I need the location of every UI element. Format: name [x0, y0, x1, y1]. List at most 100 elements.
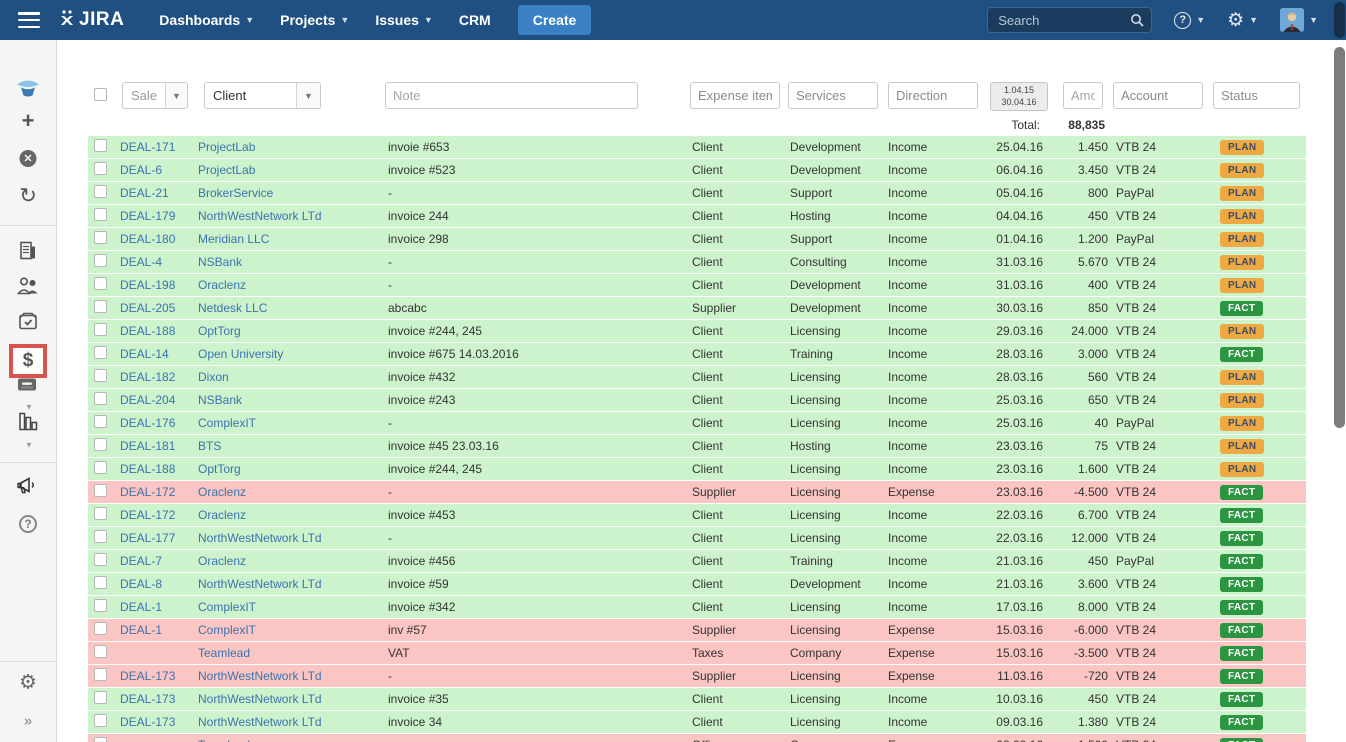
search-icon[interactable]: [1130, 13, 1144, 27]
table-row[interactable]: DEAL-172Oraclenzinvoice #453ClientLicens…: [88, 504, 1306, 527]
company-link[interactable]: NorthWestNetwork LTd: [198, 692, 322, 706]
deal-key-link[interactable]: DEAL-172: [120, 508, 175, 522]
row-checkbox[interactable]: [94, 162, 107, 175]
client-filter-dropdown[interactable]: Client ▼: [204, 82, 321, 109]
user-profile-menu[interactable]: ▼: [1280, 8, 1318, 32]
transactions-icon-active[interactable]: $: [9, 344, 47, 378]
table-row[interactable]: DEAL-188OptTorginvoice #244, 245ClientLi…: [88, 320, 1306, 343]
table-row[interactable]: DEAL-182Dixoninvoice #432ClientLicensing…: [88, 366, 1306, 389]
deal-key-link[interactable]: DEAL-173: [120, 715, 175, 729]
company-link[interactable]: Oraclenz: [198, 508, 246, 522]
row-checkbox[interactable]: [94, 622, 107, 635]
company-link[interactable]: Netdesk LLC: [198, 301, 267, 315]
company-link[interactable]: ComplexIT: [198, 416, 256, 430]
settings-gear-icon[interactable]: ⚙: [19, 670, 37, 695]
row-checkbox[interactable]: [94, 668, 107, 681]
table-row[interactable]: DEAL-14Open Universityinvoice #675 14.03…: [88, 343, 1306, 366]
table-row[interactable]: DEAL-4NSBank-ClientConsultingIncome31.03…: [88, 251, 1306, 274]
deal-key-link[interactable]: DEAL-7: [120, 554, 162, 568]
row-checkbox[interactable]: [94, 438, 107, 451]
nav-item-projects[interactable]: Projects▼: [267, 0, 362, 40]
table-row[interactable]: DEAL-181BTSinvoice #45 23.03.16ClientHos…: [88, 435, 1306, 458]
hamburger-menu-icon[interactable]: [18, 12, 40, 28]
company-link[interactable]: NorthWestNetwork LTd: [198, 669, 322, 683]
table-row[interactable]: DEAL-1ComplexITinvoice #342ClientLicensi…: [88, 596, 1306, 619]
deal-key-link[interactable]: DEAL-173: [120, 669, 175, 683]
company-link[interactable]: Oraclenz: [198, 554, 246, 568]
teamlead-logo-icon[interactable]: [15, 78, 41, 103]
table-row[interactable]: DEAL-171ProjectLabinvoie #653ClientDevel…: [88, 136, 1306, 159]
row-checkbox[interactable]: [94, 369, 107, 382]
services-filter-input[interactable]: [788, 82, 878, 109]
deal-key-link[interactable]: DEAL-180: [120, 232, 175, 246]
row-checkbox[interactable]: [94, 231, 107, 244]
company-link[interactable]: NorthWestNetwork LTd: [198, 577, 322, 591]
deal-key-link[interactable]: DEAL-181: [120, 439, 175, 453]
table-row[interactable]: DEAL-173NorthWestNetwork LTdinvoice #35C…: [88, 688, 1306, 711]
redo-icon[interactable]: ↻: [19, 184, 37, 209]
account-filter-input[interactable]: [1113, 82, 1203, 109]
row-checkbox[interactable]: [94, 576, 107, 589]
products-icon[interactable]: [17, 311, 39, 338]
deal-key-link[interactable]: DEAL-1: [120, 600, 162, 614]
table-row[interactable]: DEAL-176ComplexIT-ClientLicensingIncome2…: [88, 412, 1306, 435]
create-button[interactable]: Create: [518, 5, 592, 35]
table-row[interactable]: DEAL-179NorthWestNetwork LTdinvoice 244C…: [88, 205, 1306, 228]
row-checkbox[interactable]: [94, 415, 107, 428]
company-link[interactable]: NorthWestNetwork LTd: [198, 715, 322, 729]
company-link[interactable]: NorthWestNetwork LTd: [198, 531, 322, 545]
table-row[interactable]: DEAL-7Oraclenzinvoice #456ClientTraining…: [88, 550, 1306, 573]
status-filter-input[interactable]: [1213, 82, 1300, 109]
deal-key-link[interactable]: DEAL-204: [120, 393, 175, 407]
deal-key-link[interactable]: DEAL-1: [120, 623, 162, 637]
deal-key-link[interactable]: DEAL-176: [120, 416, 175, 430]
sale-filter-dropdown[interactable]: Sale ▼: [122, 82, 188, 109]
deal-key-link[interactable]: DEAL-188: [120, 324, 175, 338]
deal-key-link[interactable]: DEAL-172: [120, 485, 175, 499]
deal-key-link[interactable]: DEAL-205: [120, 301, 175, 315]
deal-key-link[interactable]: DEAL-6: [120, 163, 162, 177]
row-checkbox[interactable]: [94, 691, 107, 704]
table-row[interactable]: DEAL-8NorthWestNetwork LTdinvoice #59Cli…: [88, 573, 1306, 596]
row-checkbox[interactable]: [94, 553, 107, 566]
help-menu[interactable]: ?▼: [1174, 12, 1205, 29]
company-link[interactable]: NSBank: [198, 255, 242, 269]
table-row[interactable]: DEAL-173NorthWestNetwork LTd-SupplierLic…: [88, 665, 1306, 688]
company-link[interactable]: ComplexIT: [198, 623, 256, 637]
select-all-checkbox[interactable]: [94, 88, 107, 101]
scrollbar-thumb[interactable]: [1334, 47, 1345, 428]
deal-key-link[interactable]: DEAL-21: [120, 186, 169, 200]
deal-key-link[interactable]: DEAL-188: [120, 462, 175, 476]
table-row[interactable]: DEAL-6ProjectLabinvoice #523ClientDevelo…: [88, 159, 1306, 182]
deal-key-link[interactable]: DEAL-8: [120, 577, 162, 591]
deal-key-link[interactable]: DEAL-4: [120, 255, 162, 269]
direction-filter-input[interactable]: [888, 82, 978, 109]
table-row[interactable]: Teamlead-OfficeCompanyExpense08.03.16-1.…: [88, 734, 1306, 742]
date-range-filter-button[interactable]: 1.04.15 30.04.16: [990, 82, 1048, 111]
table-row[interactable]: DEAL-198Oraclenz-ClientDevelopmentIncome…: [88, 274, 1306, 297]
nav-item-issues[interactable]: Issues▼: [362, 0, 446, 40]
row-checkbox[interactable]: [94, 599, 107, 612]
deal-key-link[interactable]: DEAL-173: [120, 692, 175, 706]
table-row[interactable]: TeamleadVATTaxesCompanyExpense15.03.16-3…: [88, 642, 1306, 665]
company-link[interactable]: Open University: [198, 347, 283, 361]
company-link[interactable]: OptTorg: [198, 324, 241, 338]
table-row[interactable]: DEAL-172Oraclenz-SupplierLicensingExpens…: [88, 481, 1306, 504]
row-checkbox[interactable]: [94, 139, 107, 152]
company-link[interactable]: ProjectLab: [198, 140, 255, 154]
add-icon[interactable]: +: [22, 108, 35, 134]
table-row[interactable]: DEAL-205Netdesk LLCabcabcSupplierDevelop…: [88, 297, 1306, 320]
deal-key-link[interactable]: DEAL-179: [120, 209, 175, 223]
row-checkbox[interactable]: [94, 461, 107, 474]
row-checkbox[interactable]: [94, 323, 107, 336]
company-link[interactable]: Dixon: [198, 370, 229, 384]
company-link[interactable]: BTS: [198, 439, 221, 453]
nav-item-crm[interactable]: CRM: [446, 0, 504, 40]
table-row[interactable]: DEAL-21BrokerService-ClientSupportIncome…: [88, 182, 1306, 205]
help-icon[interactable]: ?: [19, 515, 37, 533]
company-link[interactable]: ProjectLab: [198, 163, 255, 177]
row-checkbox[interactable]: [94, 185, 107, 198]
admin-settings-menu[interactable]: ⚙▼: [1227, 11, 1258, 30]
row-checkbox[interactable]: [94, 530, 107, 543]
row-checkbox[interactable]: [94, 737, 107, 742]
